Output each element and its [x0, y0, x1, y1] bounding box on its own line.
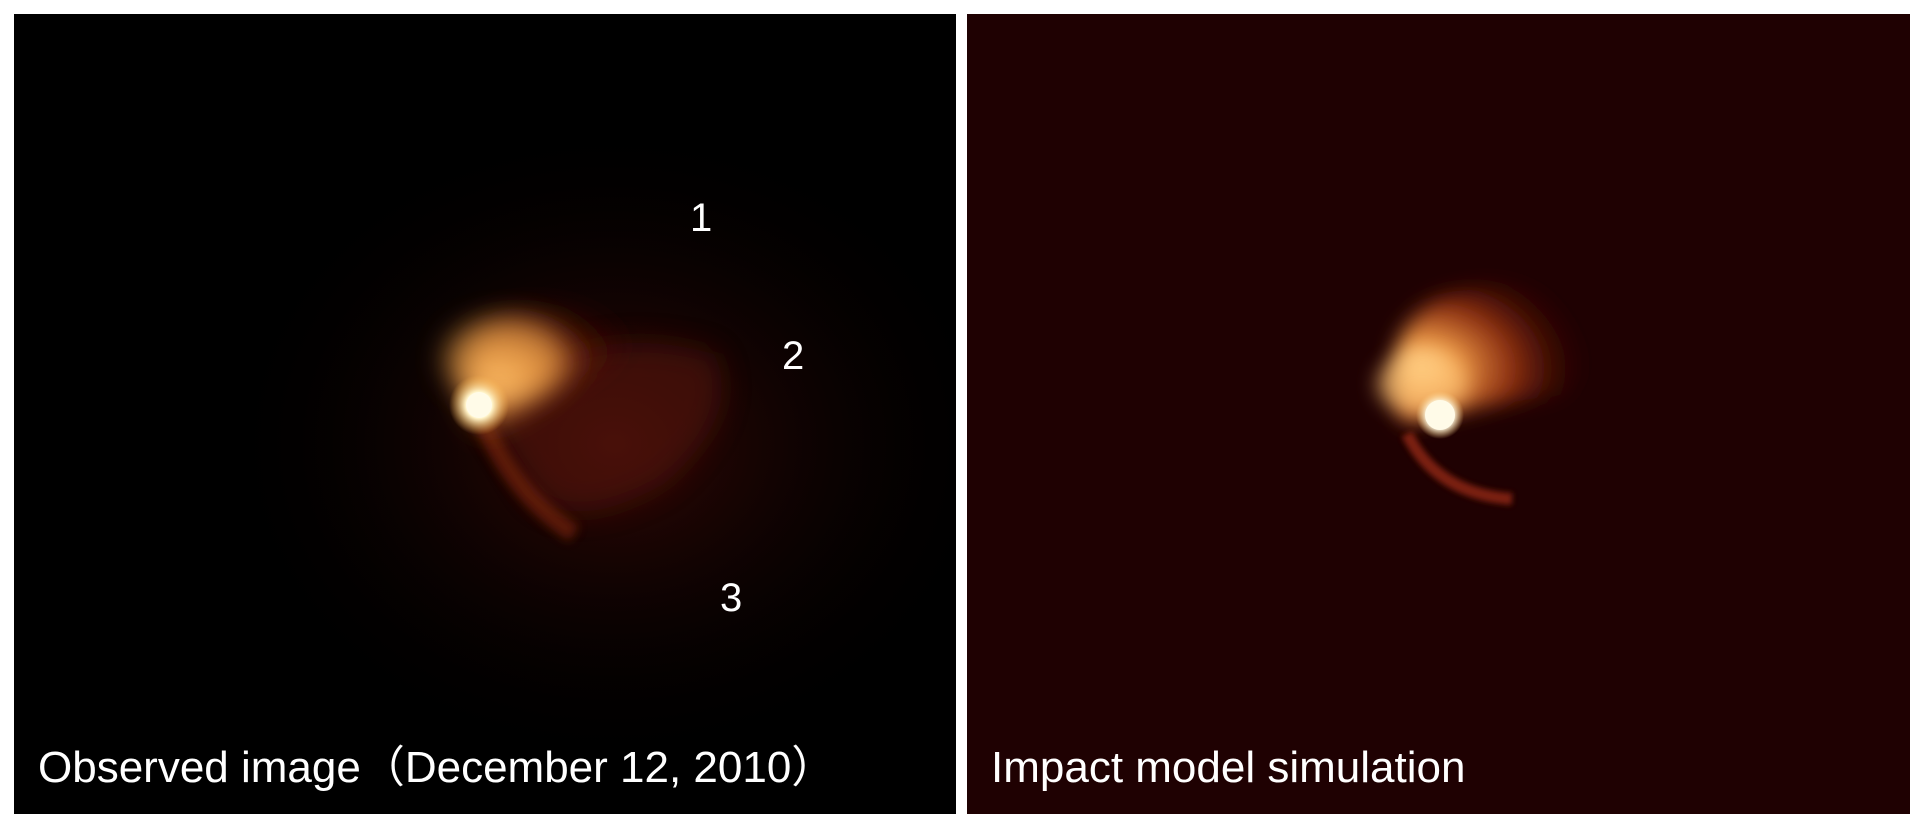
- simulated-lower-arc: [1401, 431, 1513, 505]
- observed-comet-image: [214, 114, 956, 774]
- simulation-caption: Impact model simulation: [991, 743, 1466, 792]
- observed-lower-arc: [475, 420, 580, 542]
- region-marker-1: 1: [690, 196, 713, 240]
- simulation-panel: Impact model simulation: [967, 14, 1910, 814]
- simulated-comet-image: [1377, 285, 1587, 505]
- region-marker-3: 3: [720, 576, 743, 620]
- observed-image-caption: Observed image（December 12, 2010）: [38, 743, 836, 792]
- region-marker-2: 2: [782, 334, 805, 378]
- observed-image-panel: 1 2 3 Observed image（December 12, 2010）: [14, 14, 956, 814]
